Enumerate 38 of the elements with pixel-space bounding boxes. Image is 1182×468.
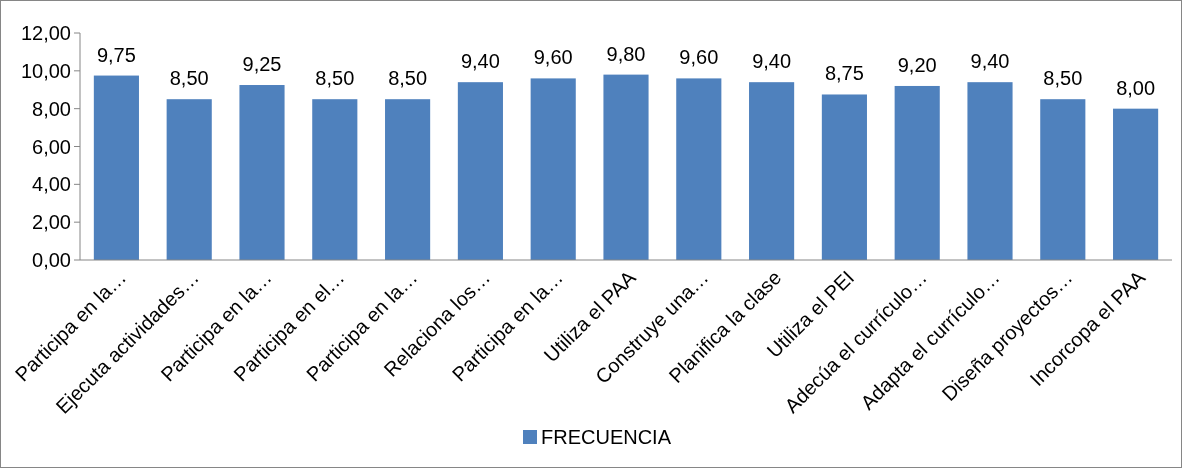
y-tick-label: 10,00 [20, 59, 71, 82]
data-label: 9,75 [96, 43, 136, 66]
bar [967, 82, 1013, 260]
data-label: 9,20 [897, 53, 937, 76]
bar [1113, 108, 1159, 260]
bar [894, 85, 940, 260]
data-label: 8,50 [169, 67, 209, 90]
bar [166, 99, 212, 260]
data-label: 8,50 [388, 67, 428, 90]
data-label: 9,60 [533, 46, 573, 69]
data-label: 8,00 [1116, 76, 1156, 99]
bar [603, 74, 649, 260]
data-label: 9,25 [242, 53, 282, 76]
data-label: 9,40 [970, 50, 1010, 73]
bar [821, 94, 867, 260]
bar [530, 78, 576, 260]
bar [93, 75, 139, 260]
data-label: 8,50 [1043, 67, 1083, 90]
data-label: 9,60 [679, 46, 719, 69]
bar [1040, 99, 1086, 260]
data-label: 8,50 [315, 67, 355, 90]
bar [239, 85, 285, 260]
y-tick-label: 4,00 [32, 173, 71, 196]
y-tick-label: 8,00 [32, 97, 71, 120]
y-tick-label: 6,00 [32, 135, 71, 158]
legend-label: FRECUENCIA [541, 426, 672, 448]
data-label: 9,40 [460, 50, 500, 73]
bar [312, 99, 358, 260]
y-tick-label: 2,00 [32, 211, 71, 234]
bar [676, 78, 722, 260]
data-label: 9,40 [752, 50, 792, 73]
bar [385, 99, 431, 260]
data-label: 8,75 [824, 62, 864, 85]
bar [749, 82, 795, 260]
data-label: 9,80 [606, 42, 646, 65]
y-tick-label: 0,00 [32, 249, 71, 271]
bar [457, 82, 503, 260]
y-tick-label: 12,00 [20, 22, 71, 44]
